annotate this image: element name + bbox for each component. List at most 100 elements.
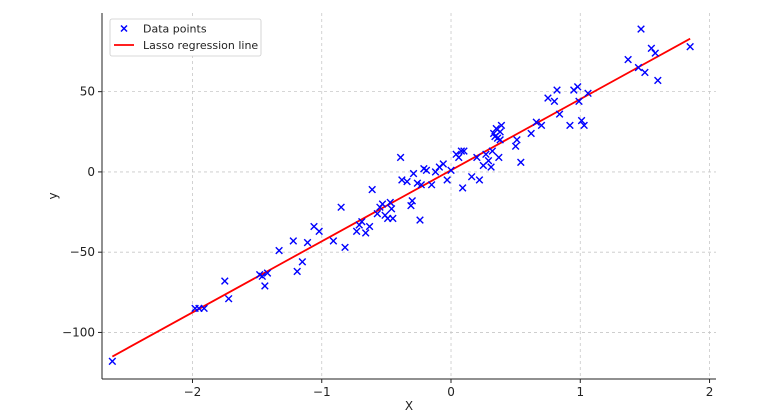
y-tick-label: −50: [70, 245, 95, 259]
data-point: [221, 277, 229, 285]
data-point: [337, 203, 345, 212]
x-tick-label: −2: [184, 385, 202, 399]
data-point: [409, 169, 418, 178]
x-tick-label: 2: [706, 385, 714, 399]
data-point: [624, 55, 632, 64]
data-point: [447, 166, 455, 175]
data-point: [417, 180, 426, 189]
data-point: [641, 68, 649, 77]
data-point: [460, 147, 468, 155]
x-tick-label: −1: [313, 385, 331, 399]
legend-label-lasso-line: Lasso regression line: [143, 39, 258, 52]
data-point: [553, 86, 561, 94]
legend: Data points Lasso regression line: [109, 18, 262, 57]
y-tick-label: −100: [62, 325, 95, 339]
data-point: [511, 142, 520, 151]
data-point: [555, 110, 564, 118]
data-point: [358, 217, 366, 226]
data-point: [573, 83, 582, 91]
data-point: [517, 158, 525, 167]
y-axis-label: y: [46, 192, 60, 199]
data-point: [484, 156, 493, 165]
data-point: [443, 176, 451, 184]
data-point: [651, 49, 660, 57]
data-point: [637, 25, 645, 33]
data-point: [396, 153, 405, 162]
data-point: [352, 227, 361, 236]
data-point: [315, 227, 323, 236]
data-point: [527, 129, 535, 138]
grid: [102, 13, 716, 379]
data-point: [289, 237, 298, 245]
data-point: [365, 222, 374, 231]
data-point: [293, 267, 301, 276]
data-point: [550, 97, 559, 106]
data-point: [584, 89, 592, 98]
data-point: [416, 216, 424, 224]
data-point: [258, 272, 267, 281]
data-point: [634, 63, 643, 72]
data-point: [454, 153, 463, 162]
axes: [98, 13, 716, 383]
data-point: [482, 150, 490, 159]
data-point: [378, 200, 387, 208]
data-point: [408, 197, 417, 205]
data-point: [475, 176, 484, 184]
x-tick-label: 1: [576, 385, 584, 399]
legend-marker-icon: [120, 24, 128, 33]
data-point: [303, 238, 312, 247]
data-point: [473, 153, 481, 162]
data-point: [361, 229, 370, 237]
data-point: [496, 127, 504, 136]
legend-label-data-points: Data points: [143, 23, 207, 36]
data-point: [398, 176, 406, 184]
data-point: [439, 160, 448, 168]
data-point: [298, 258, 307, 266]
data-point: [263, 269, 272, 277]
data-point: [403, 177, 411, 186]
data-point: [686, 42, 694, 51]
data-point: [329, 237, 338, 245]
data-point: [407, 201, 415, 210]
data-point: [200, 304, 208, 313]
data-point: [389, 214, 397, 223]
tick-labels: −2 −1 0 1 2 −100 −50 0 50: [62, 85, 713, 399]
x-tick-label: 0: [447, 385, 455, 399]
data-point: [566, 121, 574, 130]
data-point: [275, 246, 283, 255]
data-point: [537, 121, 546, 130]
data-point: [532, 118, 541, 126]
data-point: [427, 180, 436, 189]
data-point: [488, 147, 497, 155]
data-point: [513, 136, 521, 144]
data-point: [467, 172, 476, 181]
data-point: [457, 147, 466, 155]
data-point: [580, 121, 588, 130]
data-point: [654, 76, 662, 85]
data-point: [368, 185, 376, 194]
data-point: [496, 136, 504, 144]
data-point: [413, 179, 422, 187]
data-point: [544, 94, 552, 102]
data-point: [497, 121, 506, 130]
y-tick-label: 0: [87, 165, 95, 179]
data-point: [577, 116, 586, 125]
data-point: [373, 209, 382, 218]
data-points-layer: [108, 25, 694, 366]
data-point: [261, 282, 269, 290]
data-point: [387, 205, 396, 213]
data-point: [458, 184, 467, 192]
data-point: [341, 243, 349, 252]
lasso-regression-line: [111, 37, 691, 358]
data-point: [575, 97, 583, 106]
x-axis-label: X: [405, 399, 413, 413]
y-tick-label: 50: [80, 85, 95, 99]
data-point: [224, 294, 233, 303]
data-point: [487, 163, 495, 171]
legend-box: [109, 18, 262, 57]
data-point: [386, 198, 395, 207]
data-point: [422, 166, 431, 175]
regression-line-layer: [111, 37, 691, 358]
data-point: [108, 357, 117, 366]
